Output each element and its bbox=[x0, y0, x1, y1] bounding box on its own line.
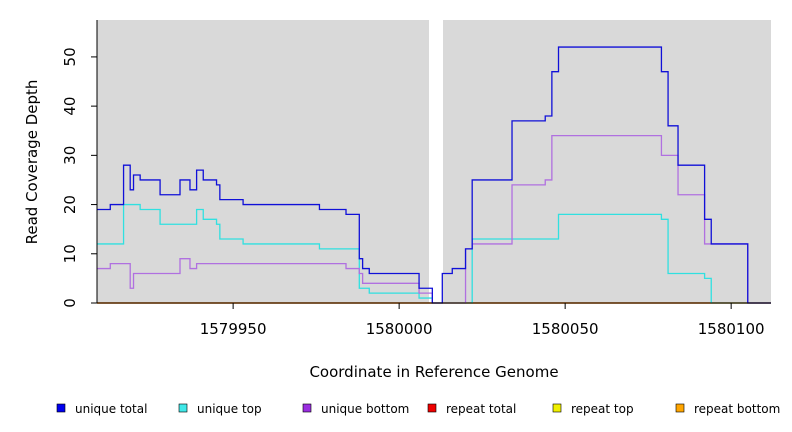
x-tick-label: 1580000 bbox=[366, 320, 433, 338]
legend-item-unique-bottom: unique bottom bbox=[302, 402, 409, 416]
legend-label: repeat bottom bbox=[694, 402, 780, 416]
legend-label: repeat top bbox=[571, 402, 634, 416]
y-axis-label: Read Coverage Depth bbox=[23, 80, 41, 245]
y-tick-label: 0 bbox=[61, 298, 79, 308]
legend-swatch bbox=[675, 403, 685, 413]
plot-gap bbox=[429, 20, 443, 303]
legend-swatch bbox=[552, 403, 562, 413]
y-tick-label: 30 bbox=[61, 146, 79, 165]
x-tick-label: 1580050 bbox=[532, 320, 599, 338]
axes-layer: 0 10 20 30 40 50 1579950 1580000 1580050 1580100 bbox=[61, 20, 771, 338]
legend-item-repeat-bottom: repeat bottom bbox=[675, 402, 780, 416]
series-line-unique-total bbox=[97, 46, 771, 304]
legend-swatch bbox=[56, 403, 66, 413]
x-tick-label: 1579950 bbox=[200, 320, 267, 338]
y-tick-label: 20 bbox=[61, 195, 79, 214]
legend-swatch bbox=[302, 403, 312, 413]
legend-label: unique top bbox=[197, 402, 262, 416]
legend-item-unique-top: unique top bbox=[178, 402, 262, 416]
legend-item-repeat-total: repeat total bbox=[427, 402, 516, 416]
legend: unique total unique top unique bottom repea… bbox=[56, 402, 780, 416]
y-tick-label: 40 bbox=[61, 97, 79, 116]
legend-label: repeat total bbox=[446, 402, 516, 416]
legend-label: unique bottom bbox=[321, 402, 409, 416]
x-tick-label: 1580100 bbox=[698, 320, 765, 338]
legend-swatch bbox=[178, 403, 188, 413]
legend-item-unique-total: unique total bbox=[56, 402, 147, 416]
y-tick-label: 10 bbox=[61, 244, 79, 263]
legend-swatch bbox=[427, 403, 437, 413]
series-line-unique-top bbox=[97, 203, 771, 304]
y-tick-label: 50 bbox=[61, 47, 79, 66]
x-axis-label: Coordinate in Reference Genome bbox=[309, 363, 558, 381]
legend-label: unique total bbox=[75, 402, 147, 416]
legend-item-repeat-top: repeat top bbox=[552, 402, 634, 416]
